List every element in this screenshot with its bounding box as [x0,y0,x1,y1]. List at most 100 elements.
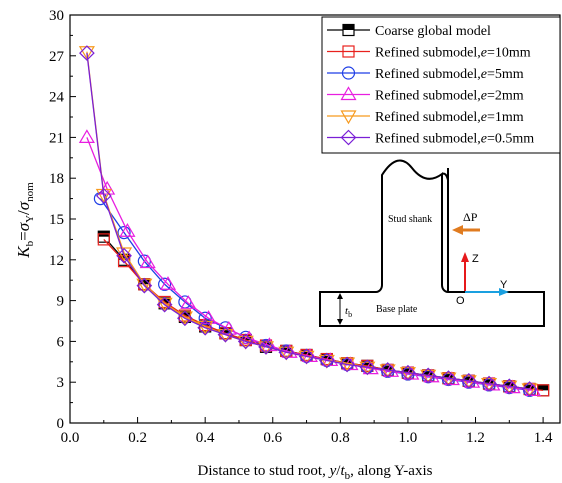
legend-label-text: Refined submodel, [375,67,481,82]
legend-label-value: =10mm [487,46,531,61]
data-point-5 [501,378,518,395]
data-point-3 [159,276,177,290]
legend-item-1: Refined submodel,e=10mm [327,45,531,61]
x-tick-label: 1.2 [466,430,485,446]
data-point-4 [521,383,538,398]
data-point-3 [301,348,318,362]
tb-label: tb [345,305,352,319]
legend-label-value: =0.5mm [487,132,534,147]
legend-label: Refined submodel,e=1mm [375,110,524,125]
data-point-2 [198,311,212,325]
y-tick-label: 12 [49,253,64,269]
data-point-0-fill [442,372,454,379]
legend-box [321,16,561,154]
x-tick-label: 0.8 [331,430,350,446]
data-point-3 [322,352,339,367]
stud-outline [319,159,545,327]
legend-label-text: Refined submodel, [375,132,481,147]
legend-label: Refined submodel,e=10mm [375,46,531,61]
origin-label: O [456,295,465,307]
base-plate-label: Base plate [376,304,418,315]
legend-item-4: Refined submodel,e=1mm [327,110,524,125]
legend-label-value: =1mm [487,110,524,125]
data-point-5 [298,348,315,365]
stud-shank-label: Stud shank [388,214,432,225]
delta-p-label: ΔP [463,210,478,224]
legend-marker [342,45,355,58]
data-point-5 [521,381,538,397]
y-tick-label: 6 [57,334,65,350]
data-point-0-fill [382,364,394,370]
x-tick-label: 0.4 [196,430,215,446]
force-arrow-head [452,225,463,235]
data-point-5 [339,356,355,373]
y-tick-label: 3 [57,375,65,391]
y-tick-label: 24 [49,90,65,106]
data-point-2 [158,277,172,291]
y-axis-title: Kb=σY/σnom [14,182,36,259]
data-point-5 [481,375,497,392]
legend-marker [340,129,357,146]
data-point-5 [379,362,396,378]
x-tick-label: 0.6 [263,430,282,446]
data-point-5 [440,370,457,386]
data-point-5 [156,296,173,313]
data-point-0-fill [321,353,333,360]
legend-label-text: Refined submodel, [375,110,481,125]
y-tick-label: 30 [49,8,64,24]
tb-arrow-top [337,293,343,299]
stud-top-right [441,172,449,181]
legend-marker [340,86,357,101]
legend-marker-fill [343,24,354,30]
legend-label-var: e [481,110,487,125]
legend-item-3: Refined submodel,e=2mm [327,86,524,104]
tb-arrow-bottom [337,319,343,325]
y-axis: 0 3 6 9 12 15 18 21 24 27 30 [49,8,76,432]
data-point-5 [460,372,477,389]
series-layer [78,45,550,398]
legend-label-var: e [481,132,487,147]
legend-marker [340,110,357,125]
data-point-2 [117,226,131,240]
data-point-5 [79,45,95,61]
legend-label-text: Refined submodel, [375,46,481,61]
data-point-0-fill [159,297,171,304]
x-axis: 0.0 0.2 0.4 0.6 0.8 1.0 1.2 1.4 [61,417,553,446]
data-point-5 [400,364,416,381]
data-point-0-fill [361,360,373,366]
legend-item-5: Refined submodel,e=0.5mm [327,129,534,147]
data-point-5 [359,359,376,376]
z-axis-label: Z [472,253,479,265]
y-tick-label: 21 [49,130,64,146]
data-point-5 [177,310,193,327]
z-axis-arrow-head [461,252,469,262]
data-point-5 [217,326,234,343]
legend-label: Refined submodel,e=2mm [375,89,524,104]
y-tick-label: 27 [49,49,65,65]
y-tick-label: 9 [57,294,65,310]
data-point-3 [78,129,95,143]
x-tick-label: 1.4 [534,430,553,446]
legend-label: Coarse global model [375,24,491,39]
legend-item-0: Coarse global model [327,23,491,39]
data-point-0-fill [179,311,191,317]
legend-label-var: e [481,67,487,82]
data-point-3 [281,344,298,358]
legend-label: Refined submodel,e=0.5mm [375,132,534,147]
data-point-0-fill [422,369,434,376]
data-point-0-fill [341,357,353,364]
data-point-3 [200,310,217,324]
data-point-5 [278,344,295,361]
data-point-3 [119,223,136,237]
data-point-5 [116,247,132,264]
data-point-0-fill [118,254,130,260]
y-axis-inset-label: Y [500,279,508,291]
data-point-5 [258,338,274,355]
x-axis-title: Distance to stud root, y/tb, along Y-axi… [198,463,433,482]
data-point-0-fill [301,349,313,355]
data-point-0-fill [524,383,536,389]
inset-schematic: Stud shank Base plate ΔP Z Y O tb [318,159,545,330]
inset-background [318,162,544,330]
data-point-0-fill [280,345,292,351]
data-point-1 [97,233,110,246]
